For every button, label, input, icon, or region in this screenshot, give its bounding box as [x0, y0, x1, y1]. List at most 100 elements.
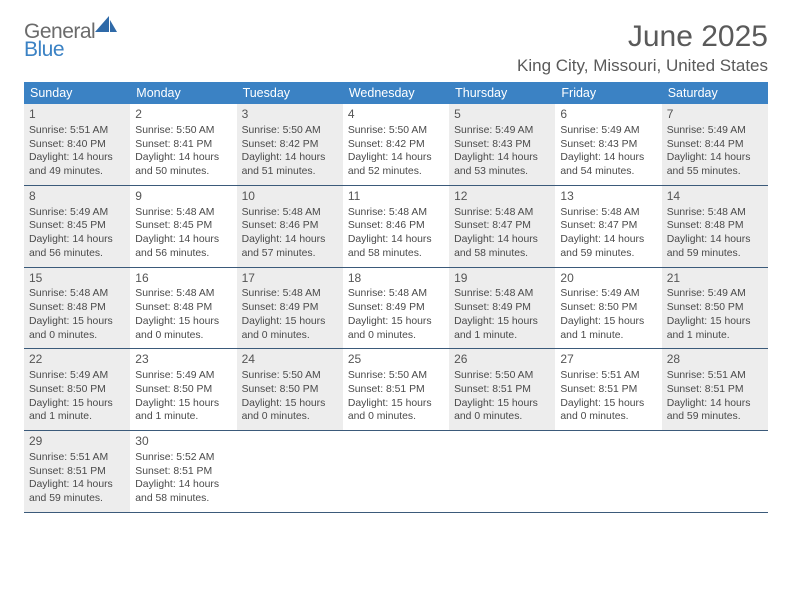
- daylight-text: Daylight: 14 hours: [29, 478, 125, 492]
- day-cell: 9Sunrise: 5:48 AMSunset: 8:45 PMDaylight…: [130, 185, 236, 267]
- day-number: 25: [348, 349, 444, 369]
- day-number: 19: [454, 268, 550, 288]
- daylight-text: and 1 minute.: [454, 329, 550, 343]
- day-number: 4: [348, 104, 444, 124]
- day-cell: 23Sunrise: 5:49 AMSunset: 8:50 PMDayligh…: [130, 349, 236, 431]
- day-cell: 11Sunrise: 5:48 AMSunset: 8:46 PMDayligh…: [343, 185, 449, 267]
- sunset-text: Sunset: 8:40 PM: [29, 138, 125, 152]
- daylight-text: Daylight: 14 hours: [560, 233, 656, 247]
- day-number: 6: [560, 104, 656, 124]
- daylight-text: Daylight: 15 hours: [135, 315, 231, 329]
- day-number: 15: [29, 268, 125, 288]
- sunrise-text: Sunrise: 5:48 AM: [454, 287, 550, 301]
- daylight-text: Daylight: 14 hours: [348, 233, 444, 247]
- hdr-sat: Saturday: [662, 82, 768, 104]
- sunrise-text: Sunrise: 5:48 AM: [667, 206, 763, 220]
- sunset-text: Sunset: 8:48 PM: [667, 219, 763, 233]
- sunrise-text: Sunrise: 5:51 AM: [29, 124, 125, 138]
- daylight-text: and 58 minutes.: [454, 247, 550, 261]
- daylight-text: and 55 minutes.: [667, 165, 763, 179]
- day-number: 3: [242, 104, 338, 124]
- daylight-text: and 59 minutes.: [667, 247, 763, 261]
- sunrise-text: Sunrise: 5:51 AM: [560, 369, 656, 383]
- daylight-text: Daylight: 15 hours: [242, 397, 338, 411]
- daylight-text: and 0 minutes.: [242, 329, 338, 343]
- daylight-text: and 56 minutes.: [135, 247, 231, 261]
- daylight-text: Daylight: 15 hours: [135, 397, 231, 411]
- day-cell: 13Sunrise: 5:48 AMSunset: 8:47 PMDayligh…: [555, 185, 661, 267]
- day-cell: 15Sunrise: 5:48 AMSunset: 8:48 PMDayligh…: [24, 267, 130, 349]
- sunset-text: Sunset: 8:48 PM: [135, 301, 231, 315]
- day-cell: 14Sunrise: 5:48 AMSunset: 8:48 PMDayligh…: [662, 185, 768, 267]
- day-number: 10: [242, 186, 338, 206]
- day-number: 11: [348, 186, 444, 206]
- daylight-text: Daylight: 14 hours: [242, 151, 338, 165]
- daylight-text: and 59 minutes.: [667, 410, 763, 424]
- sunrise-text: Sunrise: 5:48 AM: [135, 287, 231, 301]
- day-number: 13: [560, 186, 656, 206]
- sunset-text: Sunset: 8:48 PM: [29, 301, 125, 315]
- logo-sail-icon: [95, 16, 117, 32]
- day-cell: 25Sunrise: 5:50 AMSunset: 8:51 PMDayligh…: [343, 349, 449, 431]
- daylight-text: Daylight: 15 hours: [560, 397, 656, 411]
- day-number: 1: [29, 104, 125, 124]
- day-cell: 8Sunrise: 5:49 AMSunset: 8:45 PMDaylight…: [24, 185, 130, 267]
- sunset-text: Sunset: 8:51 PM: [29, 465, 125, 479]
- daylight-text: Daylight: 14 hours: [454, 151, 550, 165]
- daylight-text: and 0 minutes.: [242, 410, 338, 424]
- sunset-text: Sunset: 8:50 PM: [135, 383, 231, 397]
- calendar-row: 15Sunrise: 5:48 AMSunset: 8:48 PMDayligh…: [24, 267, 768, 349]
- daylight-text: and 0 minutes.: [560, 410, 656, 424]
- day-number: 14: [667, 186, 763, 206]
- daylight-text: and 0 minutes.: [29, 329, 125, 343]
- sunset-text: Sunset: 8:43 PM: [560, 138, 656, 152]
- sunrise-text: Sunrise: 5:49 AM: [29, 369, 125, 383]
- calendar-row: 1Sunrise: 5:51 AMSunset: 8:40 PM Daylight…: [24, 104, 768, 185]
- day-number: 12: [454, 186, 550, 206]
- daylight-text: Daylight: 15 hours: [29, 397, 125, 411]
- sunrise-text: Sunrise: 5:50 AM: [242, 124, 338, 138]
- day-cell: 4Sunrise: 5:50 AMSunset: 8:42 PMDaylight…: [343, 104, 449, 185]
- day-number: 5: [454, 104, 550, 124]
- daylight-text: Daylight: 14 hours: [135, 233, 231, 247]
- day-cell: 30Sunrise: 5:52 AMSunset: 8:51 PMDayligh…: [130, 431, 236, 513]
- day-number: 28: [667, 349, 763, 369]
- daylight-text: Daylight: 15 hours: [667, 315, 763, 329]
- day-number: 22: [29, 349, 125, 369]
- day-cell: 22Sunrise: 5:49 AMSunset: 8:50 PMDayligh…: [24, 349, 130, 431]
- sunrise-text: Sunrise: 5:49 AM: [560, 124, 656, 138]
- month-title: June 2025: [517, 20, 768, 54]
- day-cell: 17Sunrise: 5:48 AMSunset: 8:49 PMDayligh…: [237, 267, 343, 349]
- day-number: 30: [135, 431, 231, 451]
- sunrise-text: Sunrise: 5:51 AM: [667, 369, 763, 383]
- day-number: 7: [667, 104, 763, 124]
- sunset-text: Sunset: 8:43 PM: [454, 138, 550, 152]
- day-cell: 12Sunrise: 5:48 AMSunset: 8:47 PMDayligh…: [449, 185, 555, 267]
- sunrise-text: Sunrise: 5:50 AM: [454, 369, 550, 383]
- sunset-text: Sunset: 8:50 PM: [560, 301, 656, 315]
- day-number: 18: [348, 268, 444, 288]
- sunset-text: Sunset: 8:50 PM: [667, 301, 763, 315]
- daylight-text: and 53 minutes.: [454, 165, 550, 179]
- daylight-text: Daylight: 14 hours: [29, 233, 125, 247]
- sunrise-text: Sunrise: 5:50 AM: [242, 369, 338, 383]
- day-number: 20: [560, 268, 656, 288]
- calendar-row: 22Sunrise: 5:49 AMSunset: 8:50 PMDayligh…: [24, 349, 768, 431]
- brand-logo: General Blue: [24, 20, 117, 68]
- sunrise-text: Sunrise: 5:48 AM: [348, 206, 444, 220]
- sunset-text: Sunset: 8:51 PM: [560, 383, 656, 397]
- daylight-text: Daylight: 14 hours: [454, 233, 550, 247]
- calendar-row: 29Sunrise: 5:51 AMSunset: 8:51 PMDayligh…: [24, 431, 768, 513]
- sunrise-text: Sunrise: 5:49 AM: [667, 287, 763, 301]
- day-number: 27: [560, 349, 656, 369]
- day-cell: 29Sunrise: 5:51 AMSunset: 8:51 PMDayligh…: [24, 431, 130, 513]
- daylight-text: and 0 minutes.: [348, 329, 444, 343]
- daylight-text: Daylight: 15 hours: [454, 315, 550, 329]
- day-number: 17: [242, 268, 338, 288]
- day-cell: [237, 431, 343, 513]
- daylight-text: Daylight: 14 hours: [667, 233, 763, 247]
- hdr-sun: Sunday: [24, 82, 130, 104]
- day-number: 8: [29, 186, 125, 206]
- daylight-text: and 59 minutes.: [29, 492, 125, 506]
- daylight-text: and 1 minute.: [667, 329, 763, 343]
